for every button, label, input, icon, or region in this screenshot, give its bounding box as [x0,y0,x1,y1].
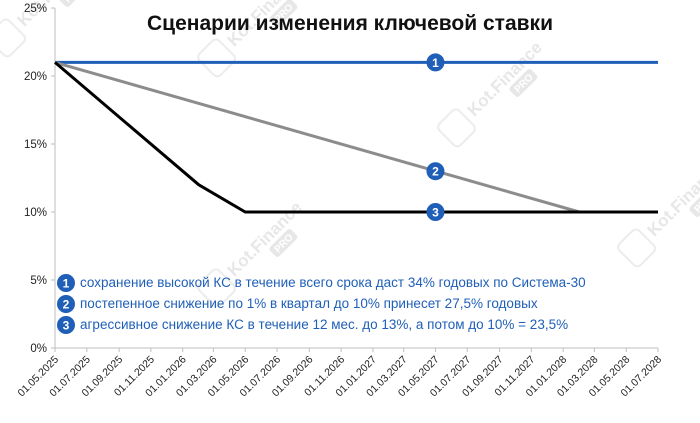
y-tick-label: 0% [30,343,47,355]
x-axis: 01.05.202501.07.202501.09.202501.11.2025… [15,347,664,399]
y-tick-label: 5% [30,275,47,287]
legend-item-2: постепенное снижение по 1% в квартал до … [80,296,538,311]
marker-layer: 1 2 3 [426,53,445,221]
watermark-pro-badge [269,0,298,27]
series-line-2 [54,60,658,214]
y-tick-label: 10% [24,207,47,219]
scenario-marker-label-3: 3 [432,206,439,220]
scenario-marker-2 [426,162,445,181]
legend-marker-3 [57,316,75,334]
y-tick-label: 25% [24,3,47,15]
scenario-marker-label-2: 2 [432,165,439,179]
watermark-cat-icon [197,268,236,308]
watermark-pro-badge [689,189,700,217]
watermark-cat-icon [0,18,26,58]
watermark-cat-icon [437,108,476,148]
y-axis: 0% 5% 10% 15% 20% 25% [24,3,56,355]
legend-marker-label-1: 1 [63,277,70,291]
watermark-cat-icon [197,38,236,78]
watermark-pro-badge [269,229,298,257]
legend-marker-label-3: 3 [63,319,70,333]
legend-marker-1 [57,274,75,292]
legend-marker-label-2: 2 [63,298,70,312]
watermark-layer: Kot.FinancePROKot.FinancePROKot.FinanceP… [0,0,700,308]
series-line-3 [54,61,658,214]
watermark-pro-badge [509,69,538,97]
series-layer [54,60,658,214]
scenario-marker-label-1: 1 [432,56,439,70]
scenario-marker-3 [426,203,445,221]
scenario-marker-1 [426,53,445,72]
chart-title: Сценарии изменения ключевой ставки [147,12,553,35]
watermark-brand: Kot.Finance [644,158,700,240]
legend-marker-2 [57,295,75,313]
y-tick-label: 15% [24,139,47,151]
watermark-cat-icon [617,228,656,268]
legend-item-3: агрессивное снижение КС в течение 12 мес… [80,317,568,332]
watermark-pro: PRO [693,192,700,215]
legend: 1 сохранение высокой КС в течение всего с… [57,274,586,334]
y-tick-label: 20% [24,71,47,83]
legend-item-1: сохранение высокой КС в течение всего ср… [80,275,586,290]
